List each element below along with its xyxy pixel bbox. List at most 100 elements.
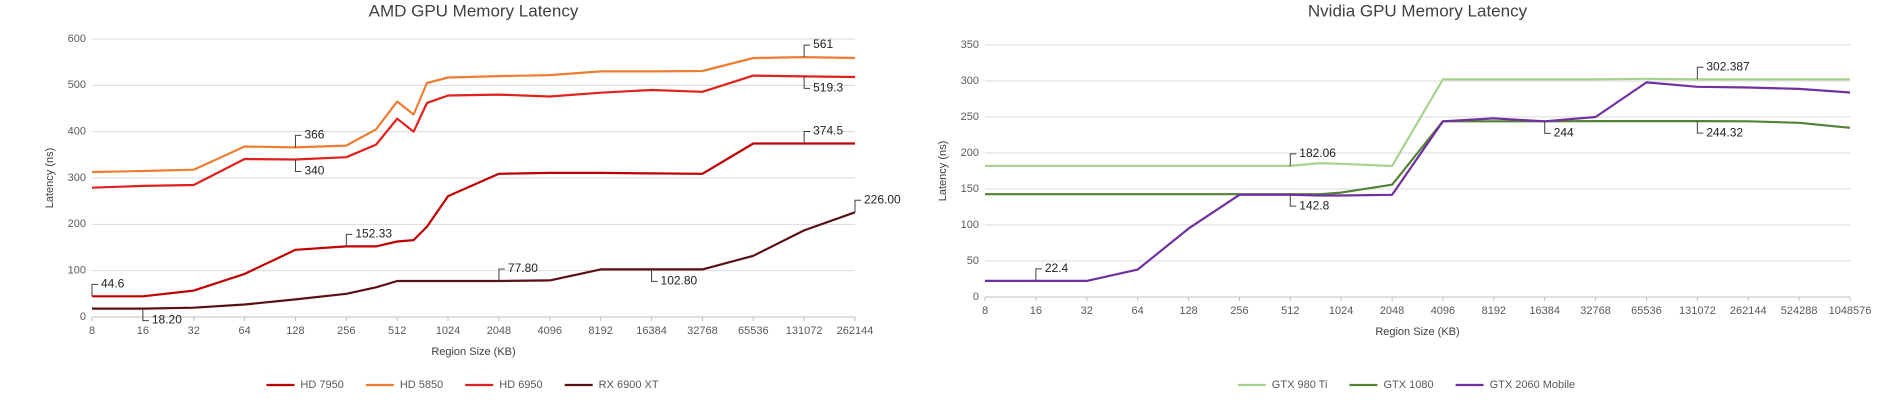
data-label: 226.00 bbox=[864, 192, 901, 206]
data-label: 374.5 bbox=[813, 124, 843, 138]
y-tick-label: 600 bbox=[68, 33, 86, 45]
x-tick-label: 128 bbox=[286, 325, 304, 337]
data-label: 142.8 bbox=[1299, 198, 1329, 212]
y-tick-label: 100 bbox=[961, 219, 979, 231]
x-tick-label: 524288 bbox=[1781, 305, 1818, 317]
x-tick-label: 1024 bbox=[436, 325, 460, 337]
x-tick-label: 2048 bbox=[1380, 305, 1404, 317]
label-leader bbox=[294, 159, 302, 172]
x-tick-label: 64 bbox=[1132, 305, 1144, 317]
y-tick-label: 200 bbox=[961, 147, 979, 159]
data-line bbox=[92, 142, 855, 298]
x-tick-label: 2048 bbox=[487, 325, 511, 337]
data-line bbox=[91, 56, 856, 174]
label-leader bbox=[651, 269, 658, 282]
label-leader bbox=[854, 199, 861, 213]
y-axis-title: Latency (ns) bbox=[937, 141, 949, 202]
data-label: 302.387 bbox=[1706, 59, 1750, 73]
label-leader bbox=[498, 268, 505, 281]
legend-label: GTX 980 Ti bbox=[1272, 379, 1328, 391]
y-tick-label: 0 bbox=[80, 311, 86, 323]
y-tick-label: 150 bbox=[961, 183, 979, 195]
y-tick-label: 100 bbox=[68, 265, 86, 277]
label-leader bbox=[1035, 268, 1042, 281]
chart-title: Nvidia GPU Memory Latency bbox=[1308, 1, 1528, 20]
y-tick-label: 350 bbox=[961, 39, 979, 51]
y-tick-label: 500 bbox=[68, 79, 86, 91]
data-label: 102.80 bbox=[661, 274, 698, 288]
data-label: 561 bbox=[813, 37, 833, 51]
legend-label: GTX 2060 Mobile bbox=[1490, 379, 1576, 391]
x-tick-label: 262144 bbox=[837, 325, 874, 337]
y-tick-label: 200 bbox=[68, 218, 86, 230]
x-tick-label: 256 bbox=[1230, 305, 1248, 317]
x-axis-title: Region Size (KB) bbox=[1375, 326, 1459, 338]
label-leader bbox=[1696, 66, 1704, 80]
legend-label: HD 7950 bbox=[300, 379, 343, 391]
x-tick-label: 32 bbox=[188, 325, 200, 337]
data-line bbox=[91, 74, 856, 189]
data-label: 77.80 bbox=[508, 261, 538, 275]
y-tick-label: 0 bbox=[973, 291, 979, 303]
label-leader bbox=[345, 233, 353, 247]
label-leader bbox=[1289, 194, 1297, 207]
data-line bbox=[92, 211, 856, 310]
y-tick-label: 300 bbox=[68, 172, 86, 184]
legend-label: HD 5850 bbox=[400, 379, 443, 391]
x-tick-label: 1024 bbox=[1329, 305, 1353, 317]
label-leader bbox=[1289, 153, 1297, 166]
data-line bbox=[985, 81, 1851, 282]
y-tick-label: 400 bbox=[68, 126, 86, 138]
label-leader bbox=[294, 134, 302, 148]
x-tick-label: 256 bbox=[337, 325, 355, 337]
data-label: 519.3 bbox=[813, 81, 843, 95]
data-label: 340 bbox=[304, 164, 324, 178]
x-tick-label: 131072 bbox=[1679, 305, 1716, 317]
x-tick-label: 65536 bbox=[738, 325, 769, 337]
x-tick-label: 1048576 bbox=[1829, 305, 1872, 317]
x-tick-label: 8192 bbox=[1482, 305, 1506, 317]
data-label: 182.06 bbox=[1299, 146, 1336, 160]
chart-title: AMD GPU Memory Latency bbox=[369, 1, 579, 20]
label-leader bbox=[803, 44, 811, 58]
x-tick-label: 16 bbox=[137, 325, 149, 337]
x-tick-label: 64 bbox=[238, 325, 250, 337]
data-label: 44.6 bbox=[101, 277, 125, 291]
data-label: 244.32 bbox=[1706, 125, 1743, 139]
data-label: 366 bbox=[304, 128, 324, 142]
x-tick-label: 512 bbox=[388, 325, 406, 337]
y-tick-label: 300 bbox=[961, 75, 979, 87]
x-tick-label: 8 bbox=[89, 325, 95, 337]
x-tick-label: 8192 bbox=[588, 325, 612, 337]
data-label: 22.4 bbox=[1045, 261, 1069, 275]
x-tick-label: 128 bbox=[1179, 305, 1197, 317]
x-tick-label: 32 bbox=[1081, 305, 1093, 317]
data-label: 244 bbox=[1554, 125, 1574, 139]
x-tick-label: 32768 bbox=[1580, 305, 1611, 317]
x-tick-label: 32768 bbox=[687, 325, 718, 337]
x-tick-label: 4096 bbox=[1431, 305, 1455, 317]
x-tick-label: 16384 bbox=[636, 325, 667, 337]
label-leader bbox=[803, 130, 811, 144]
x-tick-label: 8 bbox=[982, 305, 988, 317]
legend-label: GTX 1080 bbox=[1383, 379, 1433, 391]
label-leader bbox=[803, 76, 811, 89]
y-axis-title: Latency (ns) bbox=[44, 148, 56, 209]
x-tick-label: 262144 bbox=[1730, 305, 1767, 317]
legend-label: RX 6900 XT bbox=[599, 379, 659, 391]
y-tick-label: 250 bbox=[961, 111, 979, 123]
label-leader bbox=[91, 283, 98, 297]
data-line bbox=[985, 77, 1850, 168]
y-tick-label: 50 bbox=[967, 255, 979, 267]
label-leader bbox=[142, 308, 149, 322]
legend-label: HD 6950 bbox=[499, 379, 542, 391]
x-axis-title: Region Size (KB) bbox=[431, 346, 515, 358]
label-leader bbox=[1544, 121, 1551, 134]
x-tick-label: 16384 bbox=[1529, 305, 1560, 317]
label-leader bbox=[1696, 121, 1704, 134]
data-label: 18.20 bbox=[152, 313, 182, 327]
x-tick-label: 65536 bbox=[1631, 305, 1662, 317]
x-tick-label: 4096 bbox=[538, 325, 562, 337]
